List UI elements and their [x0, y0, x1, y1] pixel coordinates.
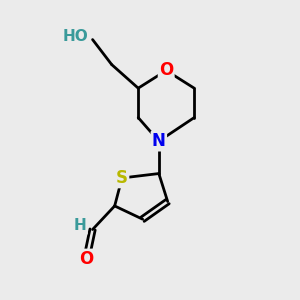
Text: S: S: [116, 169, 128, 187]
Text: O: O: [80, 250, 94, 268]
Text: HO: HO: [62, 29, 88, 44]
Text: H: H: [74, 218, 87, 233]
Text: N: N: [152, 132, 166, 150]
Text: O: O: [159, 61, 173, 80]
